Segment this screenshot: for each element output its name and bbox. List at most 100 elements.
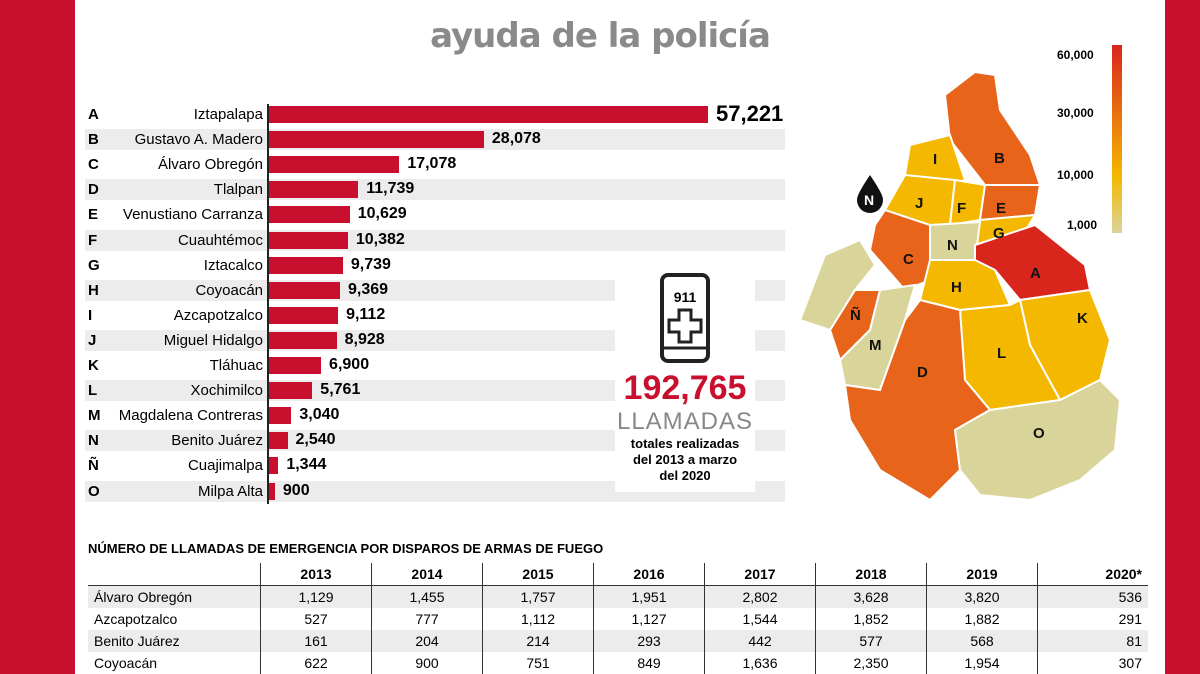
bar (268, 306, 339, 324)
svg-text:C: C (903, 251, 914, 268)
table-cell: 307 (1037, 652, 1148, 674)
bar (268, 281, 341, 299)
map-C (868, 208, 931, 292)
bar-value: 900 (282, 481, 310, 499)
bar-row: B Gustavo A. Madero 28,078 (85, 129, 785, 151)
legend-1000: 1,000 (1067, 218, 1098, 232)
column-header: 2016 (593, 563, 705, 586)
table-cell: 161 (260, 630, 372, 652)
bar (268, 131, 484, 149)
bar-letter: M (88, 407, 101, 425)
bar-row: Ñ Cuajimalpa 1,344 (85, 455, 785, 476)
bar-row: H Coyoacán 9,369 (85, 279, 785, 301)
table-cell: Azcapotzalco (94, 611, 178, 627)
bar-row: K Tláhuac 6,900 (85, 355, 785, 376)
table-cell: 1,882 (926, 608, 1038, 630)
bar-row: L Xochimilco 5,761 (85, 380, 785, 402)
svg-text:H: H (951, 279, 962, 296)
svg-text:B: B (994, 150, 1005, 167)
bar-letter: I (88, 306, 93, 324)
table-cell: 214 (482, 630, 594, 652)
column-header (88, 563, 261, 586)
bar-category: Magdalena Contreras (118, 407, 263, 425)
phone-911-icon: 911 (660, 273, 710, 363)
column-header: 2015 (482, 563, 594, 586)
bar-value: 3,040 (299, 406, 340, 424)
bar-category: Miguel Hidalgo (163, 331, 263, 349)
svg-text:J: J (915, 195, 923, 212)
firearm-calls-table: 2013 2014 2015 2016 2017 2018 2019 2020* Álvaro… (88, 563, 1148, 674)
total-calls: 192,765 (623, 369, 747, 407)
bar (268, 156, 400, 174)
bar-value: 17,078 (407, 155, 457, 173)
table-cell: 777 (371, 608, 483, 630)
svg-text:F: F (957, 200, 966, 217)
bar-value: 28,078 (491, 130, 541, 148)
bar-row: M Magdalena Contreras 3,040 (85, 405, 785, 426)
bar-category: Cuajimalpa (187, 457, 263, 475)
bar-row: N Benito Juárez 2,540 (85, 430, 785, 452)
bar-category: Cuauhtémoc (177, 231, 263, 249)
bar-category: Milpa Alta (197, 482, 263, 500)
bar-letter: F (88, 231, 98, 249)
map-O (953, 378, 1122, 502)
bar-row: D Tlalpan 11,739 (85, 179, 785, 201)
map-B (943, 70, 1042, 186)
table-cell: 1,757 (482, 585, 594, 608)
column-header: 2019 (926, 563, 1038, 586)
svg-text:G: G (993, 225, 1005, 242)
bar (268, 256, 343, 274)
calls-unit: LLAMADAS (616, 408, 754, 435)
table-cell: 900 (371, 652, 483, 674)
bar (268, 407, 292, 425)
bar-category: Iztapalapa (193, 106, 263, 123)
table-cell: 577 (815, 630, 927, 652)
bar-value: 57,221 (716, 101, 784, 126)
table-cell: 1,544 (704, 608, 816, 630)
legend-gradient (1112, 45, 1122, 233)
table-row: Álvaro Obregón 1,129 1,455 1,757 1,951 2,802 3… (88, 585, 1148, 608)
svg-text:A: A (1030, 265, 1041, 282)
bar-letter: Ñ (88, 457, 99, 475)
bar-row: C Álvaro Obregón 17,078 (85, 154, 785, 175)
table-cell: 204 (371, 630, 483, 652)
bar-category: Xochimilco (190, 382, 263, 400)
bar-value: 1,344 (286, 456, 327, 474)
table-cell: 527 (260, 608, 372, 630)
north-icon: N (857, 175, 883, 213)
bar-letter: A (88, 106, 99, 123)
bar-row: I Azcapotzalco 9,112 (85, 305, 785, 326)
table-cell: 536 (1037, 585, 1148, 608)
table-cell: 1,112 (482, 608, 594, 630)
table-cell: 622 (260, 652, 372, 674)
bar (268, 106, 708, 123)
bar-axis (267, 104, 269, 504)
svg-text:Ñ: Ñ (850, 306, 861, 324)
map-dq (798, 238, 877, 332)
bar-category: Tláhuac (209, 357, 263, 374)
svg-text:I: I (933, 151, 937, 168)
title: ayuda de la policía (430, 16, 771, 56)
table-cell: 568 (926, 630, 1038, 652)
total-calls-box: 911 192,765 LLAMADAS totales realizadas … (615, 268, 755, 492)
table-cell: Coyoacán (94, 655, 158, 671)
column-header: 2020* (1037, 563, 1148, 586)
column-header: 2013 (260, 563, 372, 586)
legend-10000: 10,000 (1057, 168, 1094, 182)
desc-2: del 2013 a marzo (632, 452, 738, 467)
legend-60000: 60,000 (1057, 48, 1094, 62)
svg-text:L: L (997, 345, 1006, 362)
table-cell: 1,954 (926, 652, 1038, 674)
bar-value: 6,900 (329, 356, 370, 373)
bar-category: Tlalpan (213, 181, 263, 199)
svg-text:M: M (869, 337, 882, 354)
bar-row: F Cuauhtémoc 10,382 (85, 229, 785, 251)
bar-letter: D (88, 181, 99, 199)
bar-letter: K (88, 357, 99, 374)
bar (268, 206, 350, 224)
legend-30000: 30,000 (1057, 106, 1094, 120)
table-title: NÚMERO DE LLAMADAS DE EMERGENCIA POR DIS… (88, 541, 604, 556)
bar-value: 9,369 (348, 280, 389, 298)
svg-text:N: N (864, 192, 874, 208)
table-cell: 3,628 (815, 585, 927, 608)
